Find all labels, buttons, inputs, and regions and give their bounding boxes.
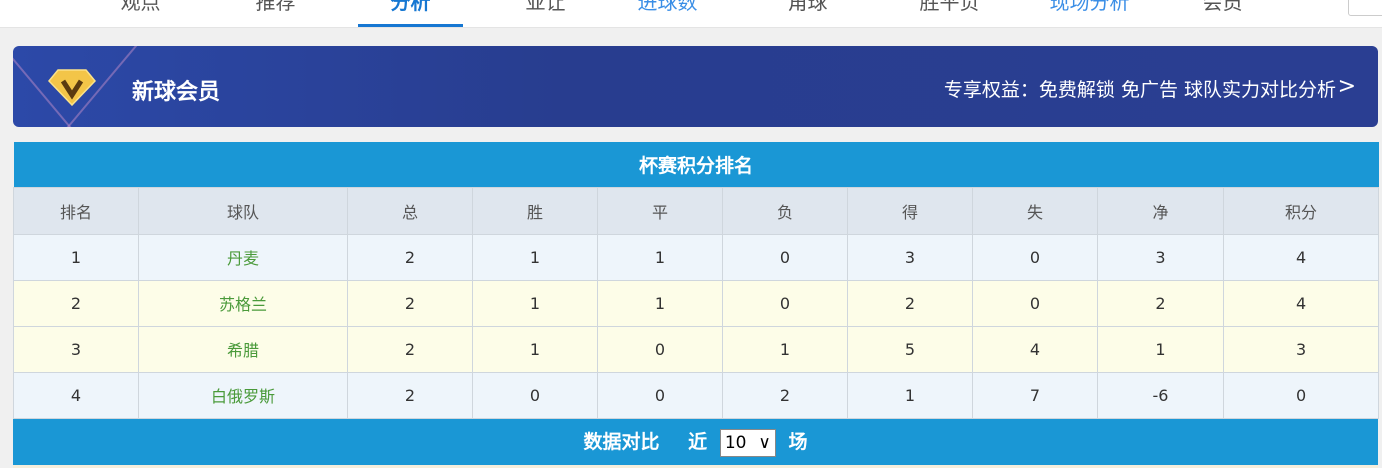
table-cell: 4 [13, 371, 139, 419]
table-cell: 2 [13, 279, 139, 327]
table-cell: 0 [722, 233, 848, 281]
match-count-value: 10 [724, 432, 747, 453]
team-name[interactable]: 苏格兰 [138, 279, 348, 327]
compare-prefix: 近 [688, 431, 708, 453]
column-header: 得 [847, 186, 973, 235]
column-header: 排名 [13, 186, 139, 235]
nav-tab-goals[interactable]: 进球数 [637, 0, 698, 14]
column-header: 净 [1097, 186, 1224, 235]
table-cell: 1 [472, 325, 598, 373]
match-count-select[interactable]: 10 ∨ [719, 428, 776, 457]
nav-tab-1x2[interactable]: 胜平负 [919, 0, 980, 14]
active-tab-indicator [358, 24, 463, 27]
chevron-right-icon: > [1337, 74, 1356, 99]
team-name[interactable]: 白俄罗斯 [138, 371, 348, 419]
nav-tab-analysis[interactable]: 分析 [390, 0, 431, 14]
team-name[interactable]: 希腊 [138, 325, 348, 373]
standings-table: 杯赛积分排名 排名 球队总胜平负得失净积分 1 丹麦 2 1 1 0 3 0 3 4 2 苏格兰 2 1 1 0… [13, 142, 1380, 419]
table-cell: -6 [1097, 371, 1224, 419]
table-cell: 2 [722, 371, 848, 419]
table-row: 3 希腊 2 1 0 1 5 4 1 3 [13, 325, 1380, 373]
table-cell: 2 [347, 233, 473, 281]
column-header: 总 [347, 186, 473, 235]
table-cell: 0 [722, 279, 848, 327]
top-nav: 观点 推荐 分析 亚让 进球数 角球 胜平负 现场分析 会员 [0, 0, 1382, 28]
column-header: 胜 [472, 186, 598, 235]
table-cell: 3 [1222, 325, 1380, 373]
table-cell: 1 [847, 371, 973, 419]
table-cell: 3 [1097, 233, 1224, 281]
column-header: 球队 [138, 186, 348, 235]
table-cell: 1 [472, 233, 598, 281]
table-cell: 0 [972, 233, 1098, 281]
team-name[interactable]: 丹麦 [138, 233, 348, 281]
member-banner[interactable]: 新球会员 专享权益：免费解锁 免广告 球队实力对比分析 > [13, 46, 1378, 127]
table-cell: 1 [472, 279, 598, 327]
diamond-v-icon [48, 69, 96, 106]
table-cell: 3 [13, 325, 139, 373]
chevron-down-icon: ∨ [758, 432, 771, 453]
nav-extra-button[interactable] [1348, 0, 1382, 16]
table-cell: 2 [847, 279, 973, 327]
table-cell: 0 [597, 371, 723, 419]
compare-title: 数据对比 [583, 431, 660, 453]
column-header: 失 [972, 186, 1098, 235]
banner-title: 新球会员 [132, 80, 221, 105]
nav-tab-corners[interactable]: 角球 [787, 0, 828, 14]
table-cell: 1 [1097, 325, 1224, 373]
table-cell: 0 [1222, 371, 1380, 419]
nav-tab-viewpoint[interactable]: 观点 [120, 0, 161, 14]
table-cell: 2 [347, 325, 473, 373]
table-cell: 1 [13, 233, 139, 281]
nav-tab-member[interactable]: 会员 [1202, 0, 1243, 14]
table-cell: 2 [347, 371, 473, 419]
table-row: 2 苏格兰 2 1 1 0 2 0 2 4 [13, 279, 1380, 327]
compare-table-top [13, 465, 1378, 468]
table-cell: 7 [972, 371, 1098, 419]
table-cell: 0 [472, 371, 598, 419]
table-cell: 1 [597, 233, 723, 281]
table-cell: 0 [972, 279, 1098, 327]
table-cell: 5 [847, 325, 973, 373]
column-header: 积分 [1222, 186, 1380, 235]
column-header: 平 [597, 186, 723, 235]
table-row: 1 丹麦 2 1 1 0 3 0 3 4 [13, 233, 1380, 281]
table-cell: 3 [847, 233, 973, 281]
table-cell: 4 [972, 325, 1098, 373]
table-cell: 4 [1222, 279, 1380, 327]
table-cell: 2 [347, 279, 473, 327]
column-header: 负 [722, 186, 848, 235]
standings-title: 杯赛积分排名 [13, 142, 1379, 187]
table-row: 4 白俄罗斯 2 0 0 2 1 7 -6 0 [13, 371, 1380, 419]
table-cell: 1 [722, 325, 848, 373]
nav-tab-recommend[interactable]: 推荐 [255, 0, 296, 14]
compare-suffix: 场 [788, 431, 808, 453]
compare-header: 数据对比 近 10 ∨ 场 [13, 419, 1378, 465]
banner-benefits: 专享权益：免费解锁 免广告 球队实力对比分析 [943, 79, 1336, 101]
table-cell: 0 [597, 325, 723, 373]
nav-tab-live-analysis[interactable]: 现场分析 [1049, 0, 1130, 14]
table-cell: 4 [1222, 233, 1380, 281]
table-cell: 2 [1097, 279, 1224, 327]
table-cell: 1 [597, 279, 723, 327]
nav-tab-handicap[interactable]: 亚让 [525, 0, 566, 14]
